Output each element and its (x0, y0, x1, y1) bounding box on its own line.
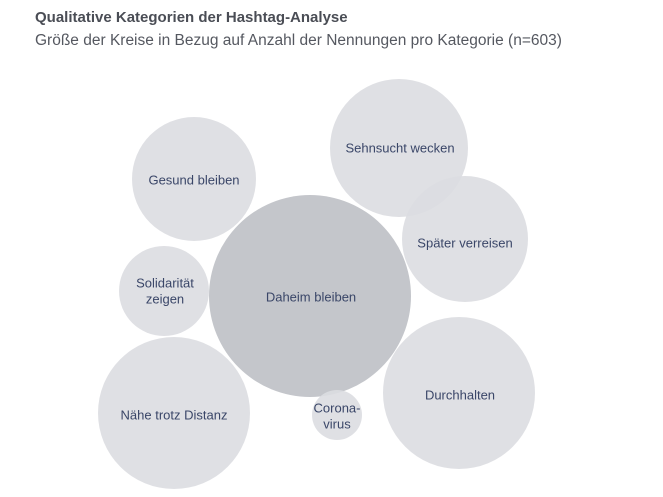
bubble-spaeter-verreisen (402, 176, 528, 302)
bubble-naehe-trotz-distanz (98, 337, 250, 489)
chart-subtitle: Größe der Kreise in Bezug auf Anzahl der… (35, 32, 562, 49)
bubble-label-durchhalten: Durchhalten (425, 388, 495, 403)
bubble-daheim-bleiben (209, 195, 411, 397)
bubble-coronavirus (312, 390, 362, 440)
bubble-label-coronavirus: Corona-virus (314, 401, 361, 432)
bubble-label-solidaritaet-zeigen: Solidarität zeigen (136, 276, 194, 307)
bubble-gesund-bleiben (132, 117, 256, 241)
bubble-sehnsucht-wecken (330, 79, 468, 217)
bubble-label-daheim-bleiben: Daheim bleiben (266, 290, 356, 305)
bubble-label-spaeter-verreisen: Später verreisen (417, 236, 512, 251)
bubble-label-naehe-trotz-distanz: Nähe trotz Distanz (121, 408, 228, 423)
bubble-label-gesund-bleiben: Gesund bleiben (148, 173, 239, 188)
chart-title: Qualitative Kategorien der Hashtag-Analy… (35, 9, 348, 26)
bubble-durchhalten (383, 317, 535, 469)
bubble-solidaritaet-zeigen (119, 246, 209, 336)
bubble-label-sehnsucht-wecken: Sehnsucht wecken (345, 141, 454, 156)
